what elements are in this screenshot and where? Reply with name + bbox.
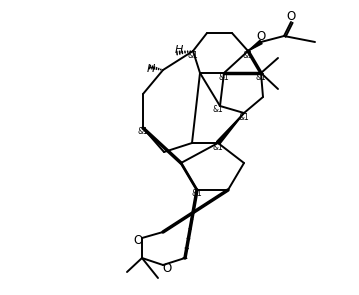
Text: &1: &1	[192, 189, 202, 197]
Text: O: O	[256, 30, 266, 43]
Text: &1: &1	[137, 127, 148, 137]
Text: O: O	[134, 235, 143, 248]
Text: H: H	[175, 45, 183, 55]
Text: H: H	[147, 64, 155, 74]
Text: &1: &1	[239, 112, 250, 122]
Polygon shape	[248, 40, 262, 51]
Text: &1: &1	[219, 73, 229, 81]
Text: &1: &1	[243, 50, 253, 60]
Text: &1: &1	[213, 142, 223, 152]
Text: &1: &1	[213, 106, 223, 114]
Text: O: O	[162, 261, 172, 275]
Polygon shape	[216, 113, 244, 144]
Text: &1: &1	[256, 73, 266, 81]
Text: O: O	[286, 11, 295, 24]
Text: &1: &1	[188, 50, 199, 60]
